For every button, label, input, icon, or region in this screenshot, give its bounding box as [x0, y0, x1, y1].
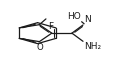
Text: F: F	[49, 22, 54, 31]
Text: O: O	[36, 43, 43, 52]
Text: N: N	[84, 15, 90, 24]
Text: HO: HO	[67, 12, 81, 21]
Text: NH₂: NH₂	[84, 42, 101, 51]
